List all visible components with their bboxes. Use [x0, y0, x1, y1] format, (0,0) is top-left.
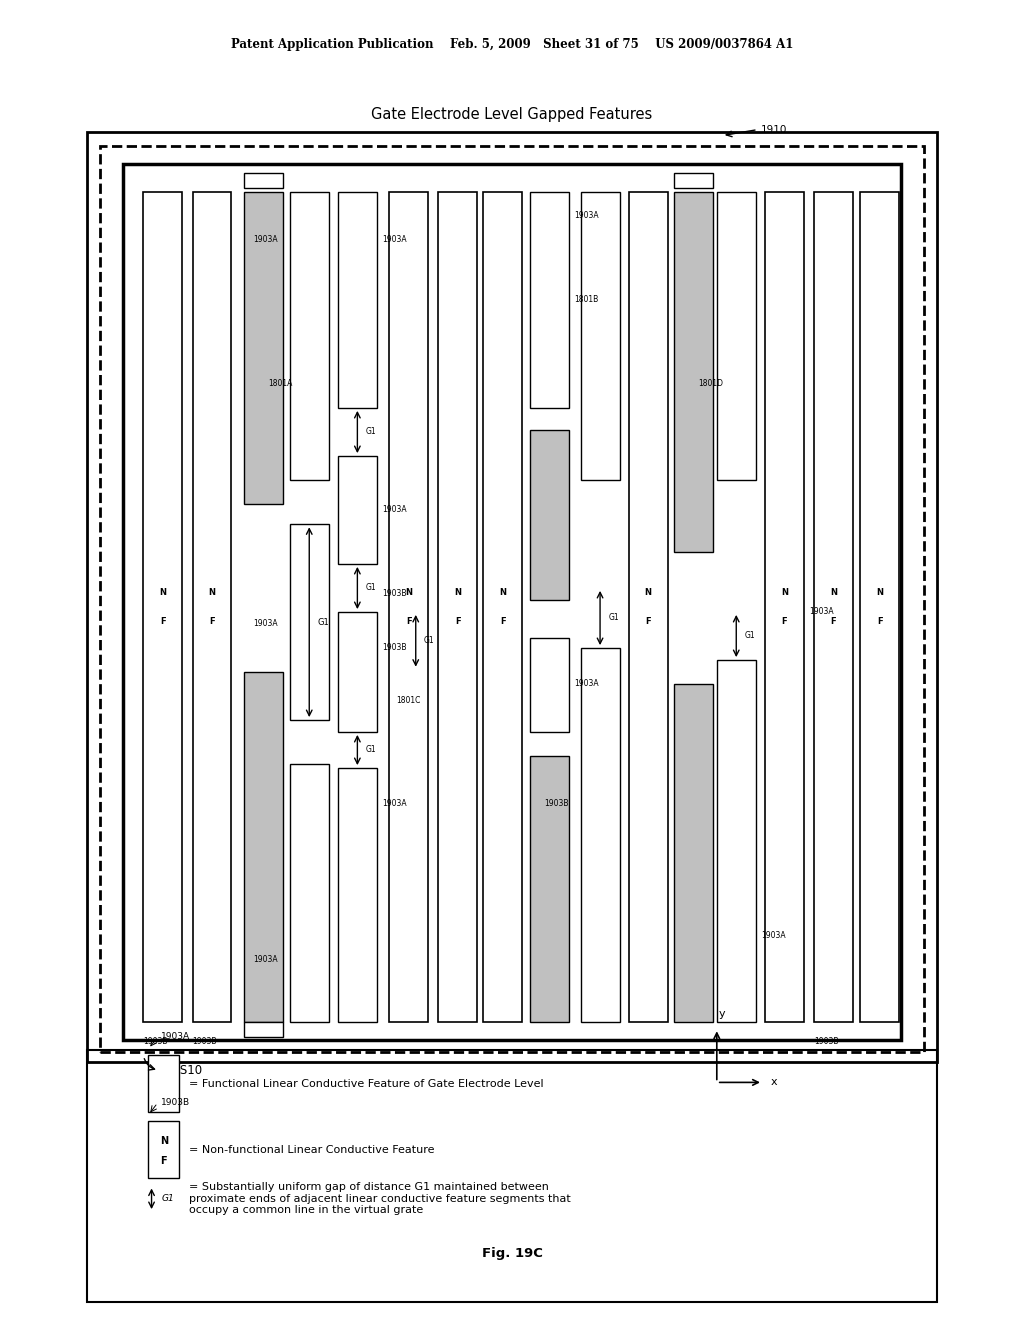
Bar [148, 1055, 179, 1113]
Text: G1: G1 [744, 631, 755, 640]
Bar [100, 147, 924, 1052]
Bar [193, 191, 231, 1023]
Bar [290, 191, 329, 480]
Bar [674, 173, 713, 189]
Text: = Non-functional Linear Conductive Feature: = Non-functional Linear Conductive Featu… [189, 1144, 435, 1155]
Text: Gate Electrode Level Gapped Features: Gate Electrode Level Gapped Features [372, 107, 652, 121]
Text: y: y [719, 1008, 725, 1019]
Text: G1: G1 [366, 746, 376, 755]
Text: 1903A: 1903A [253, 619, 278, 628]
Bar [717, 191, 756, 480]
Text: = Functional Linear Conductive Feature of Gate Electrode Level: = Functional Linear Conductive Feature o… [189, 1078, 544, 1089]
Bar [244, 191, 283, 504]
Bar [338, 768, 377, 1023]
Bar [290, 764, 329, 1023]
Bar [674, 191, 713, 552]
Bar [674, 684, 713, 1023]
Text: F: F [160, 618, 166, 626]
Text: 1903B: 1903B [814, 1036, 839, 1045]
Text: 1903B: 1903B [143, 1036, 168, 1045]
Text: x: x [771, 1077, 777, 1088]
Text: G1: G1 [162, 1195, 174, 1204]
Text: 1903B: 1903B [193, 1036, 217, 1045]
Bar [244, 1023, 283, 1036]
Text: 1910: 1910 [761, 124, 787, 135]
Bar [389, 191, 428, 1023]
Text: N: N [500, 589, 506, 597]
Bar [483, 191, 522, 1023]
Bar [438, 191, 477, 1023]
Text: 1903A: 1903A [809, 607, 834, 616]
Bar [338, 455, 377, 564]
Text: N: N [645, 589, 651, 597]
Text: G1: G1 [608, 614, 618, 623]
Bar [530, 639, 569, 733]
Bar [814, 191, 853, 1023]
Text: N: N [877, 589, 883, 597]
Text: 1903A: 1903A [161, 1032, 189, 1041]
Bar [290, 524, 329, 719]
Text: G1: G1 [424, 636, 434, 645]
Text: 1903B: 1903B [382, 644, 407, 652]
Bar [244, 173, 283, 189]
Bar [717, 660, 756, 1023]
Text: F: F [406, 618, 412, 626]
Text: G1: G1 [317, 618, 329, 627]
Text: 1903A: 1903A [382, 235, 407, 244]
Bar [143, 191, 182, 1023]
Bar [148, 1121, 179, 1179]
Text: 1903B: 1903B [161, 1098, 189, 1107]
Text: 1801C: 1801C [396, 696, 421, 705]
Text: = Substantially uniform gap of distance G1 maintained between
proximate ends of : = Substantially uniform gap of distance … [189, 1183, 571, 1216]
Text: G1: G1 [366, 428, 376, 437]
Text: N: N [781, 589, 787, 597]
Text: F: F [161, 1156, 167, 1166]
Text: 1801A: 1801A [268, 379, 293, 388]
Text: F: F [645, 618, 651, 626]
Bar [530, 429, 569, 601]
Bar [87, 1049, 937, 1302]
Text: Fig. 19C: Fig. 19C [481, 1247, 543, 1261]
Text: 1903A: 1903A [761, 932, 785, 940]
Text: N: N [455, 589, 461, 597]
Text: 1801B: 1801B [574, 296, 599, 305]
Text: F: F [500, 618, 506, 626]
Bar [87, 132, 937, 1063]
Text: 1903A: 1903A [574, 211, 599, 220]
Bar [530, 756, 569, 1023]
Text: 1903A: 1903A [253, 235, 278, 244]
Text: 1903A: 1903A [574, 680, 599, 689]
Bar [765, 191, 804, 1023]
Text: F: F [455, 618, 461, 626]
Text: N: N [160, 1137, 168, 1146]
Text: G1: G1 [366, 583, 376, 593]
Text: Patent Application Publication    Feb. 5, 2009   Sheet 31 of 75    US 2009/00378: Patent Application Publication Feb. 5, 2… [230, 38, 794, 51]
Text: F: F [781, 618, 787, 626]
Text: 1903B: 1903B [382, 590, 407, 598]
Text: F: F [877, 618, 883, 626]
Text: N: N [209, 589, 215, 597]
Bar [530, 191, 569, 408]
Bar [860, 191, 899, 1023]
Text: 1903A: 1903A [382, 506, 407, 515]
Text: DAS10: DAS10 [164, 1064, 203, 1077]
Bar [123, 165, 901, 1040]
Text: 1903B: 1903B [544, 800, 568, 808]
Text: 1903A: 1903A [253, 956, 278, 965]
Text: F: F [209, 618, 215, 626]
Text: N: N [830, 589, 837, 597]
Bar [629, 191, 668, 1023]
Bar [338, 191, 377, 408]
Text: N: N [160, 589, 166, 597]
Bar [581, 648, 620, 1023]
Bar [338, 612, 377, 733]
Text: N: N [406, 589, 412, 597]
Text: F: F [830, 618, 837, 626]
Text: 1801D: 1801D [698, 379, 723, 388]
Bar [244, 672, 283, 1023]
Text: 1903A: 1903A [382, 800, 407, 808]
Bar [581, 191, 620, 480]
